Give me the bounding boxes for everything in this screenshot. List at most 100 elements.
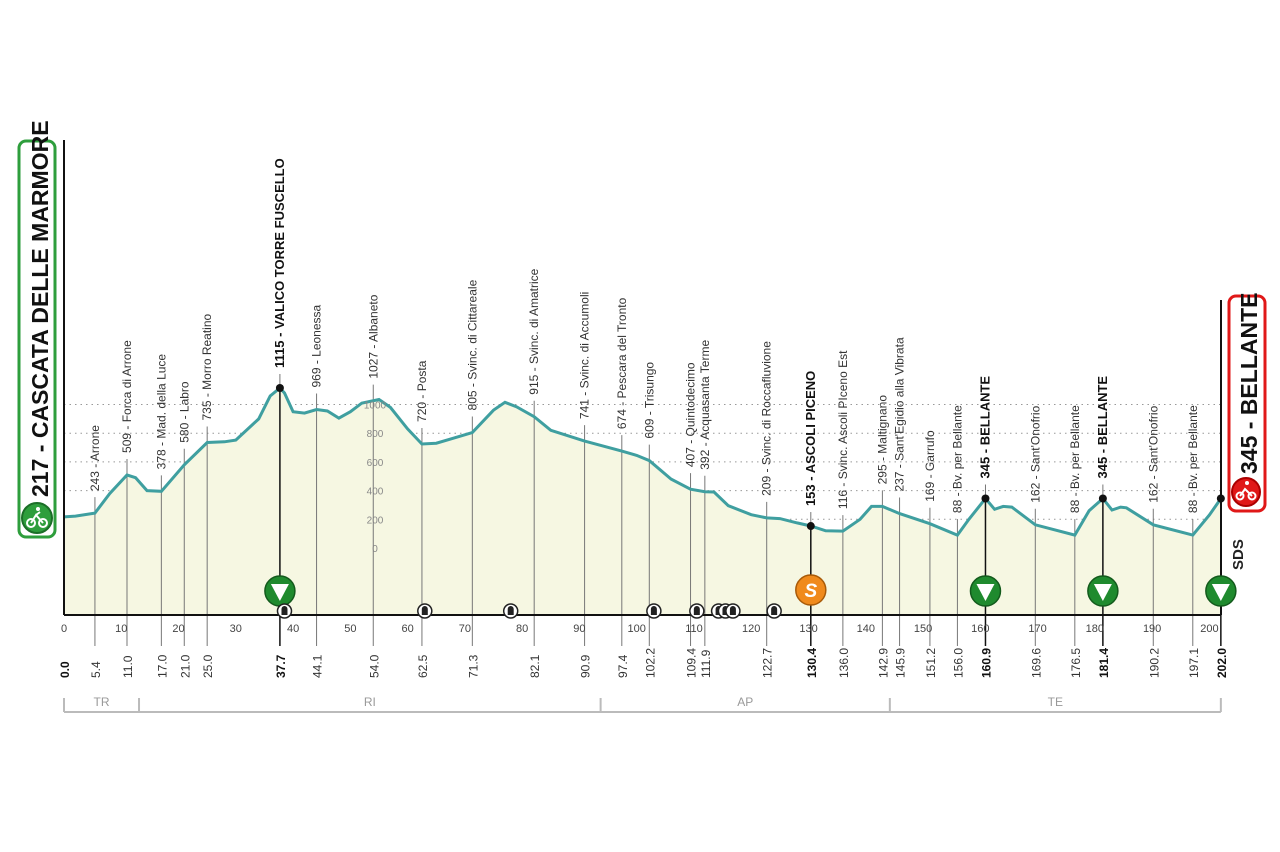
x-tick-label: 30 — [230, 623, 242, 635]
waypoint-label: 169 - Garrufo — [923, 430, 937, 502]
waypoint-km: 142.9 — [876, 648, 890, 678]
x-tick-label: 80 — [516, 623, 528, 635]
waypoint-km: 54.0 — [367, 654, 381, 678]
altitude-label: 200 — [367, 515, 384, 526]
waypoint-km: 44.1 — [311, 654, 325, 678]
altitude-label: 800 — [367, 429, 384, 440]
waypoint-km: 109.4 — [685, 648, 699, 678]
x-tick-label: 40 — [287, 623, 299, 635]
waypoint-label: 392 - Acquasanta Terme — [698, 340, 712, 470]
x-tick-label: 10 — [115, 623, 127, 635]
kom-triangle-icon — [270, 584, 289, 601]
waypoint-km: 190.2 — [1147, 648, 1161, 678]
altitude-label: 0 — [372, 544, 378, 555]
altitude-label: 1000 — [364, 401, 387, 412]
tunnel-icon-arch — [729, 606, 736, 615]
x-tick-label: 60 — [401, 623, 413, 635]
waypoint-km: 160.9 — [979, 648, 993, 678]
waypoint-km: 122.7 — [761, 648, 775, 678]
summit-dot — [275, 383, 284, 392]
waypoint-label: 609 - Trisungo — [642, 362, 656, 439]
waypoint-km: 62.5 — [416, 654, 430, 678]
waypoint-km: 37.7 — [274, 654, 288, 678]
summit-dot — [1216, 494, 1225, 503]
waypoint-label: 345 - BELLANTE — [977, 376, 992, 479]
waypoints: 0.0 243 - Arrone 5.4 509 - Forca di Arrone 1… — [58, 158, 1237, 678]
waypoint-km: 82.1 — [528, 654, 542, 678]
altitude-label: 600 — [367, 458, 384, 469]
waypoint-km: 97.4 — [616, 654, 630, 678]
waypoint-km: 111.9 — [699, 649, 713, 678]
waypoint-km: 25.0 — [201, 654, 215, 678]
x-tick-label: 100 — [628, 623, 646, 635]
waypoint-label: 88 - Bv. per Bellante — [950, 405, 964, 513]
waypoint-label: 1115 - VALICO TORRE FUSCELLO — [272, 158, 287, 368]
waypoint-label: 741 - Svinc. di Accumoli — [578, 292, 592, 419]
waypoint-label: 674 - Pescara del Tronto — [615, 297, 629, 429]
bike-start-icon — [21, 502, 53, 534]
x-tick-label: 200 — [1200, 623, 1218, 635]
bike-finish-icon — [1231, 477, 1261, 507]
waypoint-label: 735 - Morro Reatino — [200, 313, 214, 420]
start-label: 217 - CASCATA DELLE MARMORE — [27, 120, 53, 497]
profile-fill — [64, 388, 1221, 615]
profile-line — [63, 385, 1223, 537]
sprint-marker-icon — [795, 574, 827, 606]
x-tick-label: 50 — [344, 623, 356, 635]
waypoint-label: 116 - Svinc. Ascoli PIceno Est — [836, 350, 850, 509]
waypoint-km: 102.2 — [643, 648, 657, 678]
waypoint-km: 156.0 — [951, 648, 965, 678]
altitude-label: 400 — [367, 487, 384, 498]
tunnel-icon-arch — [771, 606, 778, 615]
summit-dot — [1098, 494, 1107, 503]
waypoint-label: 209 - Svinc. di Roccafluvione — [760, 341, 774, 496]
waypoint-km: 21.0 — [178, 654, 192, 678]
waypoint-km: 130.4 — [805, 648, 819, 678]
sds-logo: SDS — [1230, 539, 1247, 570]
summit-dot — [806, 522, 815, 531]
x-tick-label: 20 — [172, 623, 184, 635]
waypoint-label: 88 - Bv. per Bellante — [1068, 405, 1082, 513]
x-tick-label: 110 — [685, 623, 703, 635]
tunnel-icon-arch — [421, 606, 428, 615]
provinces: TR RI AP TE — [63, 695, 1222, 713]
waypoint-label: 720 - Posta — [415, 360, 429, 422]
waypoint-km: 136.0 — [837, 648, 851, 678]
x-tick-label: 190 — [1143, 623, 1161, 635]
x-tick-label: 70 — [459, 623, 471, 635]
waypoint-label: 509 - Forca di Arrone — [120, 340, 134, 453]
province-label: TE — [1048, 695, 1063, 709]
waypoint-km: 197.1 — [1187, 648, 1201, 678]
kom-triangle-icon — [1093, 584, 1112, 601]
waypoint-km: 90.9 — [579, 654, 593, 678]
waypoint-label: 407 - Quintodecimo — [684, 362, 698, 467]
waypoint-label: 295 - Maltignano — [875, 395, 889, 485]
waypoint-label: 162 - Sant'Onofrio — [1028, 405, 1042, 502]
province-label: RI — [364, 695, 376, 709]
x-tick-label: 160 — [971, 623, 989, 635]
waypoint-label: 1027 - Albaneto — [366, 294, 380, 378]
kom-triangle-icon — [976, 584, 995, 601]
waypoint-label: 345 - BELLANTE — [1095, 376, 1110, 479]
waypoint-km: 145.9 — [894, 648, 908, 678]
tunnel-icon-arch — [650, 606, 657, 615]
waypoint-km: 151.2 — [924, 648, 938, 678]
finish-badge: 345 - BELLANTE — [1227, 293, 1267, 513]
waypoint-km: 0.0 — [58, 661, 72, 678]
waypoint-label: 237 - Sant'Egidio alla Vibrata — [893, 337, 907, 491]
waypoint-km: 17.0 — [155, 654, 169, 678]
x-tick-label: 0 — [61, 623, 67, 635]
x-tick-label: 130 — [799, 623, 817, 635]
tunnels — [276, 603, 782, 619]
waypoint-km: 71.3 — [466, 654, 480, 678]
waypoint-label: 915 - Svinc. di Amatrice — [527, 268, 541, 394]
tunnel-icon-arch — [507, 606, 514, 615]
waypoint-label: 153 - ASCOLI PICENO — [803, 371, 818, 506]
sprint-letter: S — [804, 581, 817, 602]
tunnel-icon-arch — [693, 606, 700, 615]
altitude-labels: 0 200 400 600 800 1000 — [364, 401, 387, 556]
waypoint-km: 176.5 — [1069, 648, 1083, 678]
waypoint-km: 169.6 — [1029, 648, 1043, 678]
finish-label: 345 - BELLANTE — [1236, 293, 1262, 474]
